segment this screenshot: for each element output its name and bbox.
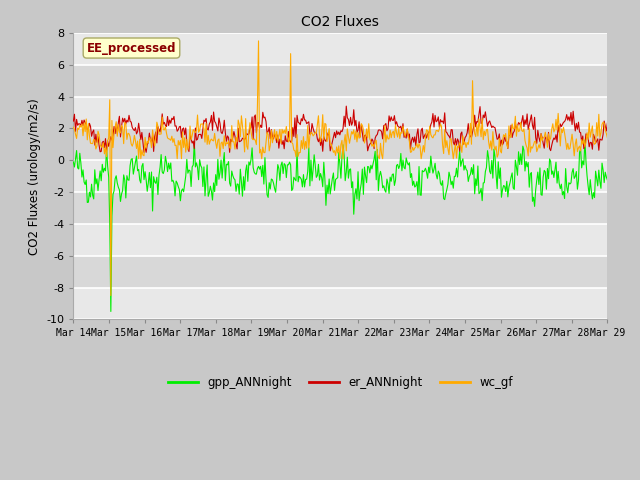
- Y-axis label: CO2 Fluxes (urology/m2/s): CO2 Fluxes (urology/m2/s): [28, 98, 41, 254]
- Bar: [74, 33, 607, 65]
- Bar: [74, 160, 607, 192]
- Title: CO2 Fluxes: CO2 Fluxes: [301, 15, 380, 29]
- Text: EE_processed: EE_processed: [87, 42, 176, 55]
- Bar: [74, 65, 607, 96]
- Bar: [74, 288, 607, 319]
- Bar: [74, 224, 607, 256]
- Bar: [74, 192, 607, 224]
- Bar: [74, 96, 607, 129]
- Bar: [74, 129, 607, 160]
- Bar: [74, 256, 607, 288]
- Legend: gpp_ANNnight, er_ANNnight, wc_gf: gpp_ANNnight, er_ANNnight, wc_gf: [163, 371, 517, 394]
